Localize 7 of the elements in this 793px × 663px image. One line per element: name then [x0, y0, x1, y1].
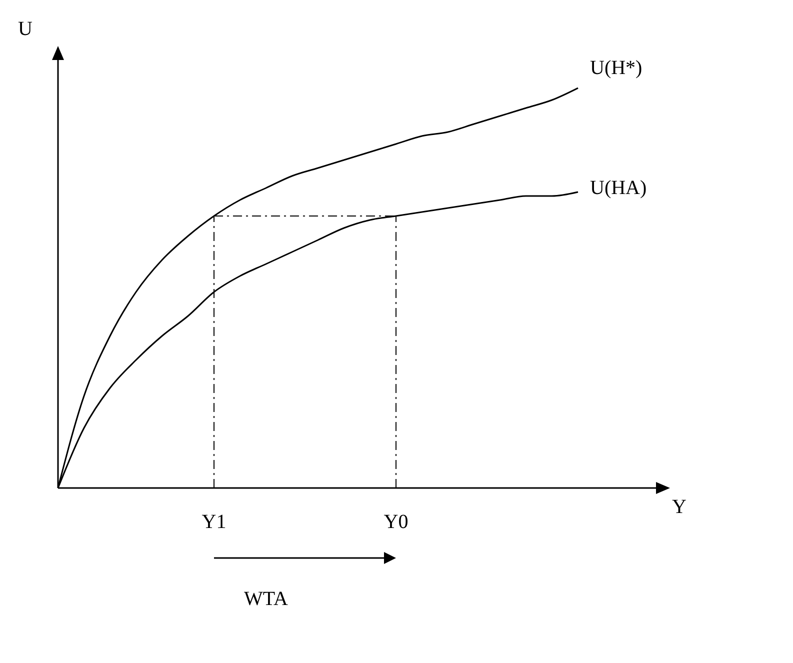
series-label: U(H*): [590, 57, 642, 79]
series-label: U(HA): [590, 177, 647, 199]
y-axis-title: U: [18, 18, 32, 41]
text: WTA: [244, 588, 288, 611]
x-axis-title: Y: [672, 496, 686, 519]
x-tick-label: Y1: [202, 511, 226, 534]
x-tick-label: Y0: [384, 511, 408, 534]
